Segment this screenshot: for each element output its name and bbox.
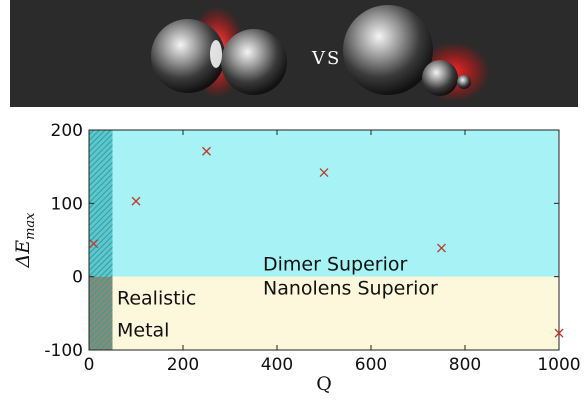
data-point-stroke-b [89,239,99,249]
data-point [202,146,211,156]
x-axis-label: Q [316,373,332,395]
data-point-stroke-b [319,168,329,177]
y-tick-label: 0 [72,268,83,288]
dimer-sphere-left [151,19,225,93]
nanolens-sphere-medium [422,60,458,96]
x-tick-label: 400 [261,355,293,375]
data-point [437,243,446,253]
x-tick-label: 0 [84,355,95,375]
y-tick-label: 100 [51,194,83,214]
data-point [131,196,141,206]
data-point-stroke-b [437,243,446,253]
region-dimer-superior [89,130,559,277]
annotation-realistic: Realistic [117,288,196,310]
y-axis-label-subscript: max [23,212,38,240]
nanolens-sphere-small [457,75,471,89]
nanolens-sphere-large [343,5,433,95]
x-tick-label: 200 [167,355,199,375]
data-point-stroke-b [202,146,211,156]
y-axis-label: ΔEmax [12,212,38,269]
data-point-stroke-b [554,328,564,338]
dimer-sphere-right [221,29,287,95]
vs-label: VS [311,48,341,69]
realistic-metal-hatch [89,130,113,350]
y-tick-label: -100 [44,341,83,361]
x-tick-label: 800 [449,355,481,375]
scatter-chart: 0 200 400 600 800 1000-1000100200QΔEmaxDimer … [12,121,581,395]
x-tick-label: 600 [355,355,387,375]
data-point [89,239,99,249]
annotation-metal: Metal [117,320,169,342]
annotation-dimer-superior: Dimer Superior [263,254,408,276]
x-tick-label: 1000 [537,355,580,375]
region-nanolens-superior [89,276,559,350]
plot-frame [88,129,560,351]
banner-image: VS [10,0,578,107]
annotation-nanolens-superior: Nanolens Superior [263,278,438,300]
data-point [554,328,564,338]
y-tick-label: 200 [51,121,83,141]
data-point [319,168,329,177]
data-point-stroke-b [131,196,141,206]
